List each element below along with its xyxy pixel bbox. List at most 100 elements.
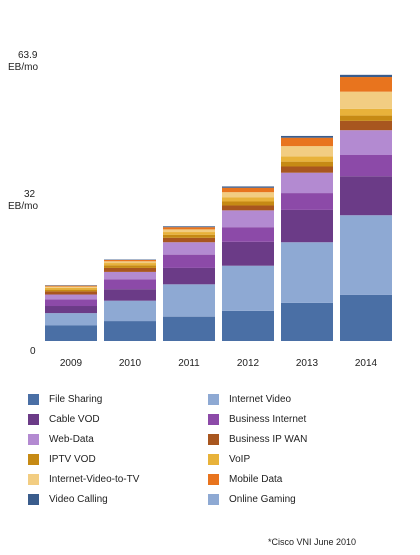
y-tick-value-max: 63.9 [18,50,38,61]
bar-segment [281,146,333,157]
legend-item: Internet Video [208,392,291,406]
x-tick-label: 2013 [296,358,319,369]
stacked-bar-chart: 2009 2010 2011 2012 2013 2014 [45,74,392,369]
bar-segment [163,284,215,317]
bar-segment [163,254,215,268]
bar-segment [340,91,392,109]
legend-item: IPTV VOD [28,452,96,466]
bar-segment [163,237,215,243]
bar-segment [45,285,97,287]
bar-segment [340,108,392,116]
y-tick-value-zero: 0 [30,346,36,357]
legend-swatch [28,433,39,445]
bar-segment [222,187,274,193]
bar-segment [45,294,97,300]
legend-item: Web-Data [28,432,94,446]
legend-item: VoIP [208,452,250,466]
bar-segment [281,193,333,210]
bar-segment [45,306,97,314]
legend-label: IPTV VOD [49,453,96,465]
bar-segment [45,289,97,292]
legend-swatch [28,413,39,425]
x-tick-label: 2012 [237,358,260,369]
legend-item: File Sharing [28,392,102,406]
bar-segment [163,229,215,233]
y-tick-label-zero: 0 [30,346,36,358]
bar-segment [340,176,392,216]
legend-item: Internet-Video-to-TV [28,472,139,486]
bar-segment [222,265,274,311]
legend-swatch [28,473,39,485]
bar-segment [163,242,215,255]
legend-label: VoIP [229,453,251,465]
legend-label: Mobile Data [229,473,283,485]
y-tick-label-mid: 32 EB/mo [8,189,38,213]
bar-segment [281,242,333,303]
legend-label: Internet-Video-to-TV [49,473,140,485]
legend-swatch [28,453,39,465]
legend-label: Web-Data [49,433,94,445]
legend-swatch [208,473,219,485]
bar-segment [222,210,274,228]
legend-label: Cable VOD [49,413,100,425]
bar-segment [163,227,215,230]
bar-segment [104,267,156,272]
bar-segment [104,300,156,322]
y-tick-unit-mid: EB/mo [8,201,39,212]
bar-segment [163,267,215,285]
bar-segment [340,120,392,131]
bar-segment [281,137,333,147]
legend-item: Video Calling [28,492,108,506]
legend-swatch [208,413,219,425]
bar-segment [222,186,274,188]
bar-segment [45,286,97,288]
legend-swatch [28,393,39,405]
x-tick-label: 2011 [178,358,200,369]
legend-item: Business IP WAN [208,432,307,446]
bar-segment [222,241,274,266]
bar-segment [222,201,274,206]
bar-segment [281,209,333,243]
bar-segment [163,232,215,235]
bar-segment [45,287,97,290]
legend-item: Mobile Data [208,472,282,486]
bar-segment [45,291,97,295]
x-tick-label: 2010 [119,358,142,369]
bar-segment [163,226,215,228]
y-tick-value-mid: 32 [24,189,36,200]
bar-segment [104,263,156,266]
bar-segment [45,313,97,326]
bar-segment [340,77,392,92]
bar-segment [222,197,274,202]
bar-segment [340,154,392,177]
legend-item: Business Internet [208,412,306,426]
bar-segment [222,192,274,198]
legend-swatch [28,493,39,505]
bar-segment [281,166,333,173]
legend-label: Business Internet [229,413,307,425]
y-tick-label-max: 63.9 EB/mo [8,50,38,74]
bar-segment [222,227,274,242]
bar-segment [104,279,156,290]
x-tick-label: 2009 [60,358,83,369]
bar-segment [281,156,333,162]
source-note: *Cisco VNI June 2010 [267,537,356,547]
bar-segment [340,294,392,341]
bar-segment [340,130,392,155]
legend-swatch [208,433,219,445]
bar-segment [222,205,274,211]
legend-label: File Sharing [49,393,103,405]
legend-item: Cable VOD [28,412,100,426]
bar-segment [104,271,156,280]
legend-label: Internet Video [229,393,292,405]
bar-segment [281,161,333,167]
legend-swatch [208,493,219,505]
bar-segment [163,316,215,341]
bar-segment [45,325,97,341]
bar-segment [104,259,156,262]
bar-segment [163,234,215,238]
legend-swatch [208,453,219,465]
bar-segment [340,74,392,78]
bar-segment [104,261,156,264]
legend-swatch [208,393,219,405]
